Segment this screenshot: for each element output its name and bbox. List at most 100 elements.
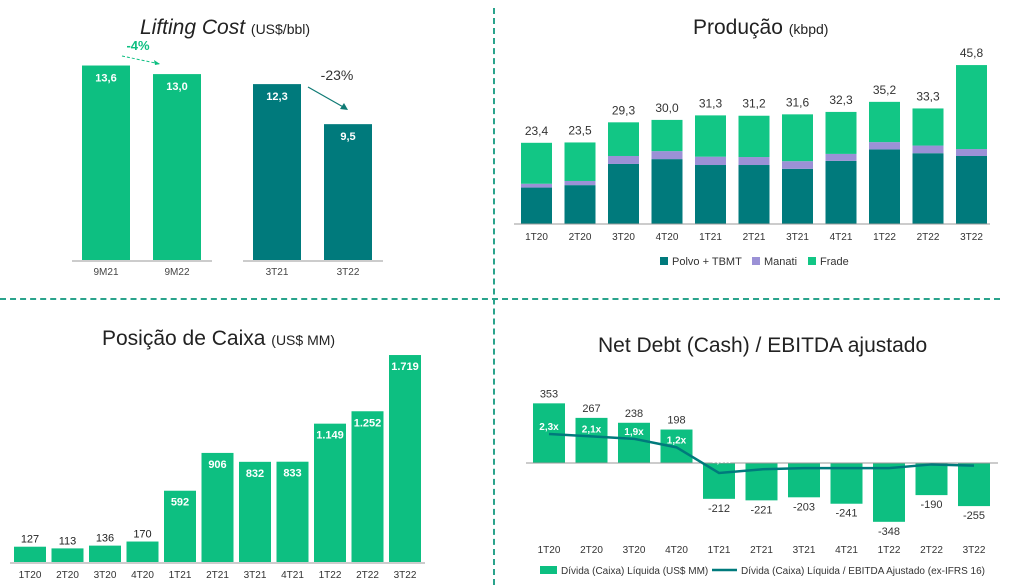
net-debt-bar [873,463,905,522]
lifting-cost-value-label: 12,3 [266,91,287,103]
caixa-bar [239,461,271,562]
net-debt-ratio-label: -0,5x [878,450,901,461]
caixa-bar [314,423,346,562]
producao-x-tick: 2T22 [917,232,940,243]
horizontal-divider [0,298,1000,300]
producao-x-tick: 2T21 [743,232,766,243]
net-debt-title: Net Debt (Cash) / EBITDA ajustado [598,334,927,358]
producao-legend-swatch [660,257,668,265]
net-debt-bar [575,417,608,463]
net-debt-ratio-label: -0,5x [793,450,816,461]
caixa-x-tick: 4T20 [131,570,154,581]
lifting-cost-annotation-9m: -4% [126,38,150,53]
producao-title-text: Produção [693,16,783,39]
caixa-bar [51,548,84,562]
producao-legend-label: Manati [764,256,797,268]
producao-bar-segment [782,114,813,162]
lifting-cost-bar [253,84,301,260]
caixa-x-tick: 3T21 [244,570,267,581]
producao-total-label: 31,3 [699,96,723,110]
net-debt-value-label: 267 [582,403,600,415]
producao-bar-segment [782,161,813,169]
producao-legend-swatch [752,257,760,265]
net-debt-value-label: -255 [963,510,985,522]
caixa-x-tick: 4T21 [281,570,304,581]
caixa-bar [276,461,309,562]
caixa-value-label: 136 [96,533,114,545]
net-debt-x-tick: 1T21 [708,545,731,556]
lifting-cost-value-label: 13,6 [95,73,116,85]
net-debt-ratio-label: -0,9x [708,455,731,466]
caixa-x-tick: 1T20 [19,570,42,581]
net-debt-ratio-label: 2,1x [582,424,602,435]
caixa-bar [201,452,234,562]
net-debt-ratio-label: 1,9x [624,427,644,438]
caixa-unit: (US$ MM) [271,332,336,348]
producao-bar-segment [651,119,683,152]
net-debt-x-tick: 3T21 [793,545,816,556]
vertical-divider [493,8,495,585]
caixa-x-tick: 1T22 [319,570,342,581]
caixa-title-text: Posição de Caixa [102,327,266,350]
producao-bar-segment [738,157,770,166]
lifting-cost-title: Lifting Cost (US$/bbl) [140,16,310,40]
net-debt-bar [618,422,650,463]
net-debt-x-tick: 4T20 [665,545,688,556]
lifting-cost-arrow-3t [307,86,346,109]
caixa-x-tick: 3T20 [94,570,117,581]
caixa-value-label: 832 [246,468,264,480]
net-debt-x-tick: 3T20 [623,545,646,556]
caixa-bar [14,546,46,562]
lifting-cost-arrowhead-9m [154,60,160,65]
producao-bar-segment [695,165,726,224]
producao-bar-segment [651,151,683,160]
net-debt-value-label: -212 [708,503,730,515]
lifting-cost-x-tick: 3T22 [337,267,360,278]
producao-x-tick: 1T22 [873,232,896,243]
producao-total-label: 45,8 [960,46,984,60]
producao-bar-segment [869,142,900,150]
caixa-title: Posição de Caixa (US$ MM) [102,327,335,351]
producao-title: Produção (kbpd) [693,16,828,40]
net-debt-bar [703,463,735,499]
net-debt-bar [830,463,863,504]
net-debt-value-label: 238 [625,408,643,420]
net-debt-ratio-label: -0,2x [920,446,943,457]
producao-x-tick: 3T20 [612,232,635,243]
producao-total-label: 23,4 [525,124,549,138]
producao-total-label: 32,3 [829,93,853,107]
producao-bar-segment [912,145,944,154]
caixa-value-label: 906 [208,459,226,471]
caixa-value-label: 113 [59,535,77,547]
producao-unit: (kbpd) [788,21,829,37]
producao-total-label: 23,5 [568,123,592,137]
caixa-bar [389,355,421,562]
lifting-cost-annotation-3t: -23% [321,67,354,83]
producao-x-tick: 2T20 [569,232,592,243]
net-debt-value-label: -190 [920,499,942,511]
lifting-cost-value-label: 9,5 [340,131,355,143]
net-debt-ratio-line [548,432,975,475]
net-debt-ratio-label: -0,3x [963,448,986,459]
caixa-value-label: 592 [171,497,189,509]
net-debt-bar [533,403,565,463]
producao-x-tick: 4T21 [830,232,853,243]
producao-bar-segment [521,183,552,188]
net-debt-x-tick: 1T20 [538,545,561,556]
producao-bar-segment [869,149,900,224]
producao-bar-segment [564,180,596,186]
net-debt-ratio-label: 1,2x [667,435,687,446]
net-debt-value-label: -348 [878,526,900,538]
net-debt-x-tick: 2T22 [920,545,943,556]
producao-x-tick: 3T21 [786,232,809,243]
producao-bar-segment [608,122,639,156]
producao-bar-segment [608,163,639,224]
producao-x-tick: 1T21 [699,232,722,243]
caixa-bar [164,490,196,562]
producao-total-label: 31,6 [786,95,810,109]
producao-bar-segment [521,187,552,224]
net-debt-value-label: -221 [750,504,772,516]
producao-bar-segment [608,155,639,164]
producao-bar-segment [956,155,987,224]
